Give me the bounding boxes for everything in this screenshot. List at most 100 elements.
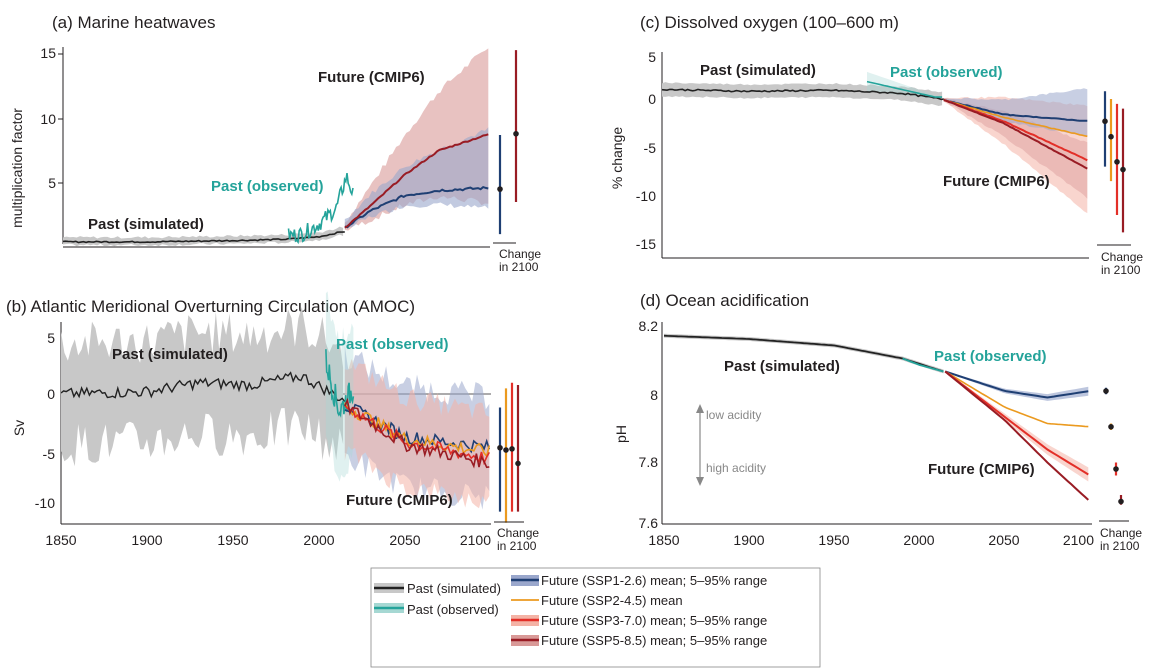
panel-b-change-label: Change: [497, 526, 539, 540]
legend-entry-ssp370: Future (SSP3-7.0) mean; 5–95% range: [511, 613, 767, 628]
change-mean-ssp585: [515, 460, 521, 467]
panel-a-ylabel: multiplication factor: [9, 108, 25, 228]
panel-a-change-label: Change: [499, 247, 541, 261]
change-mean-ssp370: [1113, 466, 1119, 472]
panel-d-title: (d) Ocean acidification: [640, 291, 809, 310]
panel-c-ylabel: % change: [609, 127, 625, 189]
panel-b-xtick-1950: 1950: [217, 532, 248, 548]
panel-d-past-observed-label: Past (observed): [934, 348, 1047, 365]
panel-a-future-label: Future (CMIP6): [318, 69, 425, 86]
panel-b-ssp126-line: [344, 403, 491, 454]
panel-c-ytick-m10: -10: [636, 188, 656, 204]
panel-b-past-simulated-line: [60, 371, 346, 403]
panel-d-xtick-2000: 2000: [903, 532, 934, 548]
panel-d-change-label: Change: [1100, 526, 1142, 540]
panel-b-xtick-1900: 1900: [131, 532, 162, 548]
panel-d-change-in-2100: [1103, 387, 1124, 505]
panel-b-ytick-m10: -10: [35, 495, 55, 511]
legend-entry-past-observed: Past (observed): [374, 602, 499, 617]
panel-dissolved-oxygen: (c) Dissolved oxygen (100–600 m) % chang…: [609, 13, 1143, 277]
panel-a-past-simulated-label: Past (simulated): [88, 216, 204, 233]
panel-b-change-label-2: in 2100: [497, 539, 537, 553]
panel-b-ytick-0: 0: [47, 386, 55, 402]
panel-c-past-observed-line: [866, 80, 943, 98]
legend-label-past-observed: Past (observed): [407, 602, 499, 617]
panel-a-ytick-10: 10: [40, 111, 56, 127]
panel-a-ssp126-line: [344, 185, 489, 229]
panel-c-y-ticks: 5 0 -5 -10 -15: [636, 49, 656, 252]
panel-marine-heatwaves: (a) Marine heatwaves multiplication fact…: [9, 13, 541, 274]
panel-c-ytick-m5: -5: [644, 140, 657, 156]
panel-b-ssp245-line: [344, 402, 491, 458]
acidity-arrow: [696, 404, 704, 486]
panel-d-ytick-8.2: 8.2: [639, 318, 659, 334]
change-mean-ssp126: [1103, 388, 1109, 394]
panel-d-ylabel: pH: [613, 425, 629, 443]
panel-b-xtick-1850: 1850: [45, 532, 76, 548]
panel-c-past-observed-label: Past (observed): [890, 64, 1003, 81]
panel-d-y-ticks: 8.2 8 7.8 7.6: [639, 318, 659, 531]
panel-b-x-ticks: 1850 1900 1950 2000 2050 2100: [45, 532, 491, 548]
change-mean-ssp370: [1114, 159, 1120, 165]
panel-c-past-simulated-label: Past (simulated): [700, 62, 816, 79]
panel-d-xtick-1900: 1900: [733, 532, 764, 548]
legend-label-ssp245: Future (SSP2-4.5) mean: [541, 593, 683, 608]
panel-a-change-label-2: in 2100: [499, 260, 539, 274]
panel-d-xtick-1950: 1950: [818, 532, 849, 548]
panel-c-ytick-5: 5: [648, 49, 656, 65]
panel-a-past-observed-line: [287, 172, 354, 245]
change-mean-ssp245: [503, 447, 509, 453]
change-mean-ssp585: [1118, 498, 1124, 505]
legend-label-ssp126: Future (SSP1-2.6) mean; 5–95% range: [541, 573, 767, 588]
panel-b-ytick-m5: -5: [43, 446, 56, 462]
panel-d-ssp370-line: [944, 370, 1089, 476]
legend: Past (simulated) Past (observed) Future …: [370, 567, 821, 668]
panel-b-future-label: Future (CMIP6): [346, 492, 453, 509]
change-mean-ssp245: [1108, 133, 1114, 140]
panel-b-past-simulated-range: [61, 307, 344, 467]
panel-c-ytick-0: 0: [648, 91, 656, 107]
panel-d-past-simulated-line: [663, 334, 944, 373]
legend-label-ssp585: Future (SSP5-8.5) mean; 5–95% range: [541, 633, 767, 648]
legend-box: [370, 567, 821, 668]
panel-b-change-in-2100: [497, 382, 521, 523]
change-mean-ssp370: [509, 446, 515, 452]
panel-b-xtick-2100: 2100: [460, 532, 491, 548]
change-mean-ssp585: [1120, 166, 1126, 173]
panel-a-ssp585-line: [344, 133, 489, 229]
legend-entry-ssp585: Future (SSP5-8.5) mean; 5–95% range: [511, 633, 767, 648]
panel-c-change-label: Change: [1101, 250, 1143, 264]
panel-b-xtick-2000: 2000: [303, 532, 334, 548]
panel-b-ytick-5: 5: [47, 330, 55, 346]
panel-d-future-label: Future (CMIP6): [928, 461, 1035, 478]
panel-c-change-label-2: in 2100: [1101, 263, 1141, 277]
panel-d-xtick-2050: 2050: [988, 532, 1019, 548]
panel-b-title: (b) Atlantic Meridional Overturning Circ…: [6, 297, 415, 316]
legend-label-ssp370: Future (SSP3-7.0) mean; 5–95% range: [541, 613, 767, 628]
high-acidity-label: high acidity: [706, 461, 766, 475]
panel-a-change-in-2100: [497, 50, 519, 235]
panel-c-ssp126-line: [943, 99, 1088, 122]
legend-entry-past-simulated: Past (simulated): [374, 581, 501, 596]
legend-label-past-simulated: Past (simulated): [407, 581, 501, 596]
panel-b-past-observed-label: Past (observed): [336, 336, 449, 353]
panel-c-ssp126-range: [943, 88, 1088, 137]
panel-d-ytick-7.8: 7.8: [639, 454, 659, 470]
panel-d-x-ticks: 1850 1900 1950 2000 2050 2100: [648, 532, 1094, 548]
panel-d-change-label-2: in 2100: [1100, 539, 1140, 553]
panel-b-past-observed-line: [325, 349, 355, 418]
panel-c-ssp585-line: [943, 99, 1088, 170]
panel-a-y-ticks: 15 10 5: [40, 45, 56, 191]
panel-b-past-simulated-label: Past (simulated): [112, 346, 228, 363]
low-acidity-label: low acidity: [706, 408, 761, 422]
panel-d-ssp585-line: [944, 370, 1089, 501]
panel-c-past-simulated-line: [661, 88, 944, 101]
panel-c-ssp245-line: [943, 99, 1088, 138]
change-mean-ssp245: [1108, 423, 1114, 430]
panel-amoc: (b) Atlantic Meridional Overturning Circ…: [6, 291, 539, 553]
panel-a-title: (a) Marine heatwaves: [52, 13, 215, 32]
panel-c-change-in-2100: [1102, 91, 1126, 233]
change-mean-ssp126: [497, 444, 503, 451]
panel-c-past-simulated-range: [662, 82, 943, 106]
